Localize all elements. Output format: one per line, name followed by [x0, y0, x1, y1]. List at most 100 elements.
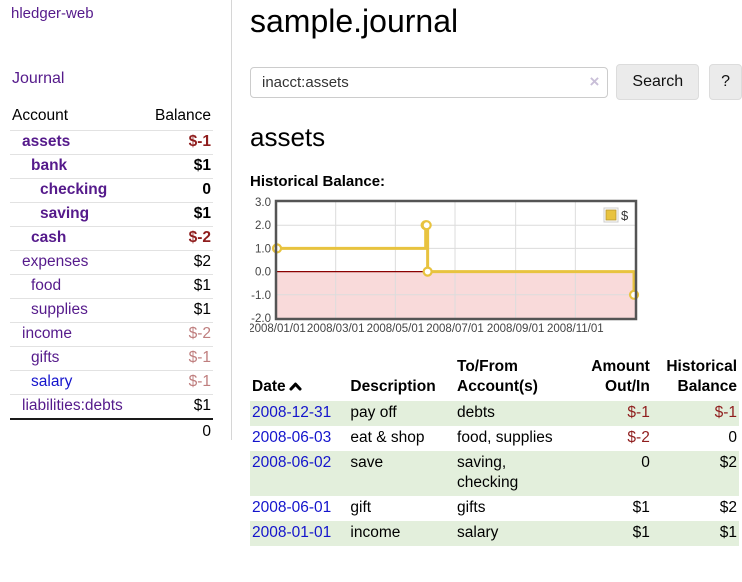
register-table: Date Description To/From Account(s) Amou…	[250, 355, 739, 546]
transaction-accounts: debts	[457, 404, 495, 421]
main-content: sample.journal × Search ? assets Histori…	[232, 0, 742, 546]
sort-ascending-icon	[289, 382, 302, 391]
register-row: 2008-06-01 gift gifts $1 $2	[250, 496, 739, 521]
account-balance: $-1	[188, 373, 211, 390]
transaction-balance: $2	[719, 499, 737, 516]
svg-text:1.0: 1.0	[255, 243, 271, 255]
transaction-amount: $-2	[627, 429, 650, 446]
svg-text:-2.0: -2.0	[251, 313, 271, 325]
transaction-date-link[interactable]: 2008-12-31	[252, 404, 332, 421]
transaction-accounts: gifts	[457, 499, 486, 516]
page-title: sample.journal	[250, 3, 459, 39]
transaction-amount: $-1	[627, 404, 650, 421]
account-balance: $1	[193, 301, 211, 318]
search-input[interactable]	[250, 66, 609, 98]
account-balance: $-2	[188, 325, 211, 342]
transaction-accounts: food, supplies	[457, 429, 553, 446]
sidebar: hledger-web Journal Account Balance asse…	[0, 0, 232, 440]
account-link[interactable]: gifts	[31, 349, 60, 366]
sidebar-item-journal[interactable]: Journal	[12, 70, 65, 87]
transaction-date-link[interactable]: 2008-06-02	[252, 454, 332, 471]
historical-balance-chart[interactable]: $3.0 2.0 1.0 0.0 -1.0 -2.0 2008/01/01 2008/03/0…	[248, 196, 742, 336]
account-link[interactable]: expenses	[22, 253, 89, 270]
svg-text:2008/07/01: 2008/07/01	[426, 323, 484, 335]
account-balance: $1	[193, 397, 211, 414]
account-row: checking 0	[10, 178, 213, 202]
account-link[interactable]: food	[31, 277, 62, 294]
account-link[interactable]: assets	[22, 133, 71, 150]
transaction-amount: $1	[632, 524, 650, 541]
register-date-header[interactable]: Date	[250, 355, 348, 401]
account-balance: 0	[202, 181, 211, 198]
register-balance-header: Historical Balance	[666, 358, 737, 395]
chart-title: Historical Balance:	[250, 173, 386, 190]
transaction-date-link[interactable]: 2008-01-01	[252, 524, 332, 541]
account-row: salary $-1	[10, 370, 213, 394]
accounts-header-account: Account	[12, 107, 69, 124]
svg-text:2.0: 2.0	[255, 220, 271, 232]
transaction-amount: 0	[641, 454, 650, 471]
accounts-table: Account Balance assets $-1 bank $1 check…	[10, 107, 213, 444]
account-link[interactable]: income	[22, 325, 72, 342]
register-description-header: Description	[350, 378, 436, 395]
account-row: bank $1	[10, 154, 213, 178]
app: hledger-web Journal Account Balance asse…	[0, 0, 742, 546]
search-button[interactable]: Search	[616, 64, 700, 100]
account-link[interactable]: bank	[31, 157, 68, 174]
account-heading: assets	[250, 122, 326, 152]
account-row: food $1	[10, 274, 213, 298]
account-balance: $2	[193, 253, 211, 270]
account-balance: $1	[193, 277, 211, 294]
transaction-balance: $-1	[714, 404, 737, 421]
account-balance: $-1	[188, 133, 211, 150]
account-row: cash $-2	[10, 226, 213, 250]
transaction-balance: 0	[728, 429, 737, 446]
accounts-table-header: Account Balance	[10, 107, 213, 130]
transaction-amount: $1	[632, 499, 650, 516]
accounts-total-value: 0	[202, 423, 211, 440]
clear-search-icon[interactable]: ×	[589, 71, 600, 91]
brand-link[interactable]: hledger-web	[11, 5, 94, 22]
transaction-description: gift	[350, 499, 372, 516]
account-balance: $-2	[188, 229, 211, 246]
account-row: expenses $2	[10, 250, 213, 274]
transaction-description: pay off	[350, 404, 397, 421]
accounts-rows: assets $-1 bank $1 checking 0 saving $1 …	[10, 130, 213, 418]
account-row: supplies $1	[10, 298, 213, 322]
svg-text:0.0: 0.0	[255, 267, 271, 279]
svg-text:3.0: 3.0	[255, 197, 271, 209]
register-header-row: Date Description To/From Account(s) Amou…	[250, 355, 739, 401]
accounts-total-row: 0	[10, 418, 213, 444]
account-link[interactable]: checking	[40, 181, 108, 198]
svg-text:2008/05/01: 2008/05/01	[367, 323, 425, 335]
transaction-description: eat & shop	[350, 429, 425, 446]
account-balance: $1	[193, 205, 211, 222]
register-row: 2008-12-31 pay off debts $-1 $-1	[250, 401, 739, 426]
transaction-balance: $1	[719, 524, 737, 541]
svg-text:2008/01/01: 2008/01/01	[250, 323, 306, 335]
svg-text:-1.0: -1.0	[251, 290, 271, 302]
transaction-description: income	[350, 524, 401, 541]
account-row: income $-2	[10, 322, 213, 346]
search-wrap: ×	[250, 66, 609, 98]
svg-text:2008/11/01: 2008/11/01	[547, 323, 604, 335]
transaction-date-link[interactable]: 2008-06-03	[252, 429, 332, 446]
transaction-description: save	[350, 454, 384, 471]
search-form: × Search ?	[250, 64, 742, 100]
account-link[interactable]: supplies	[31, 301, 88, 318]
account-link[interactable]: cash	[31, 229, 67, 246]
transaction-date-link[interactable]: 2008-06-01	[252, 499, 332, 516]
account-link[interactable]: saving	[40, 205, 90, 222]
account-link[interactable]: salary	[31, 373, 73, 390]
svg-text:$: $	[621, 208, 629, 223]
register-amount-header: Amount Out/In	[591, 358, 650, 395]
register-row: 2008-06-03 eat & shop food, supplies $-2…	[250, 426, 739, 451]
transaction-accounts: salary	[457, 524, 499, 541]
help-button[interactable]: ?	[709, 64, 742, 100]
account-row: liabilities:debts $1	[10, 394, 213, 418]
transaction-balance: $2	[719, 454, 737, 471]
account-link[interactable]: liabilities:debts	[22, 397, 123, 414]
account-row: gifts $-1	[10, 346, 213, 370]
account-balance: $-1	[188, 349, 211, 366]
